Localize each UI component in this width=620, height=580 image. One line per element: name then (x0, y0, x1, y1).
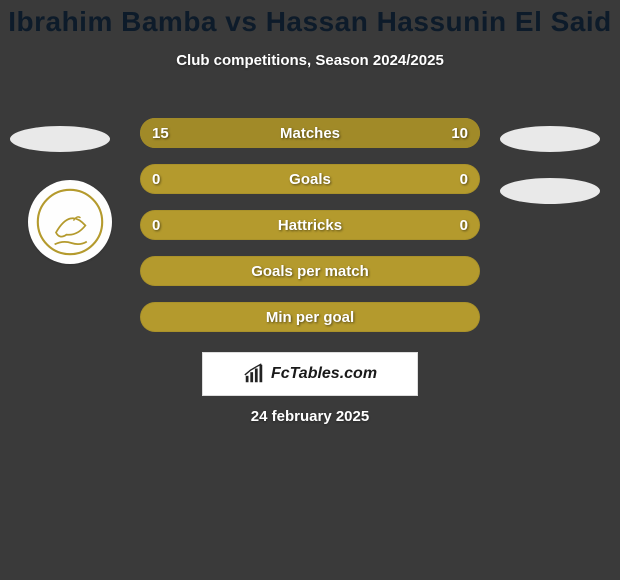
date-label: 24 february 2025 (0, 408, 620, 425)
stat-label: Min per goal (140, 302, 480, 332)
player-badge-right-1 (500, 126, 600, 152)
stat-row: Hattricks0 0 (140, 210, 480, 240)
stat-row: Goals per match (140, 256, 480, 286)
comparison-card: Ibrahim Bamba vs Hassan Hassunin El Said… (0, 0, 620, 580)
stat-row: Matches15 10 (140, 118, 480, 148)
stat-label: Matches (140, 118, 480, 148)
stat-value-left: 0 (152, 210, 160, 240)
subtitle: Club competitions, Season 2024/2025 (0, 52, 620, 69)
stat-row: Min per goal (140, 302, 480, 332)
stat-value-right: 10 (451, 118, 468, 148)
stat-value-right: 0 (460, 164, 468, 194)
brand-footer[interactable]: FcTables.com (202, 352, 418, 396)
chart-icon (243, 363, 265, 385)
stat-label: Hattricks (140, 210, 480, 240)
club-logo-icon (35, 187, 105, 257)
stat-value-right: 0 (460, 210, 468, 240)
brand-label: FcTables.com (271, 365, 377, 383)
player-badge-left (10, 126, 110, 152)
stat-value-left: 15 (152, 118, 169, 148)
player-badge-right-2 (500, 178, 600, 204)
stat-label: Goals per match (140, 256, 480, 286)
club-logo-left (28, 180, 112, 264)
stat-value-left: 0 (152, 164, 160, 194)
stat-bars: Matches1510Goals00Hattricks00Goals per m… (140, 118, 480, 348)
page-title: Ibrahim Bamba vs Hassan Hassunin El Said (0, 0, 620, 38)
stat-row: Goals0 0 (140, 164, 480, 194)
stat-label: Goals (140, 164, 480, 194)
